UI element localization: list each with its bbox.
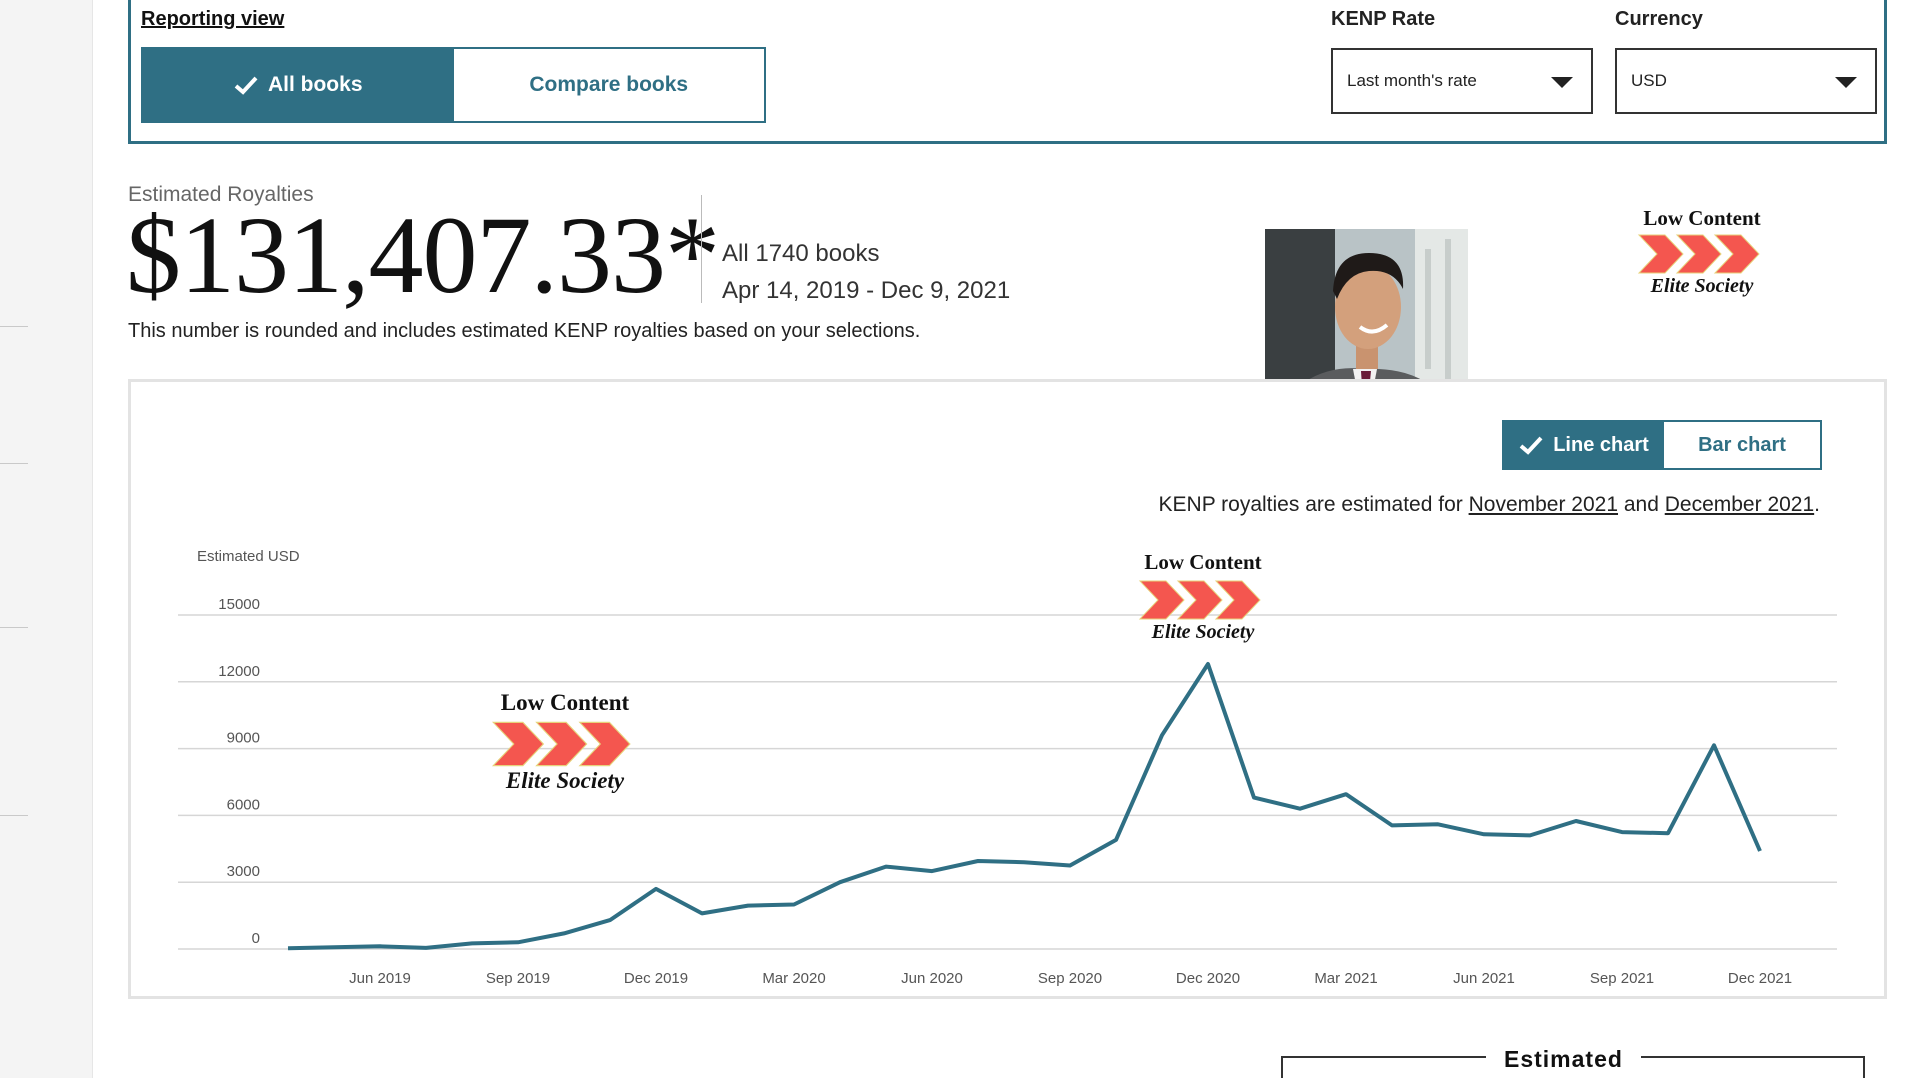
chevron-down-icon [1835, 77, 1857, 88]
november-2021-link[interactable]: November 2021 [1468, 493, 1619, 516]
all-books-label: All books [267, 73, 363, 96]
low-content-logo: Low Content Elite Society [1125, 550, 1281, 644]
logo-top-text: Low Content [1144, 550, 1262, 574]
check-icon [1519, 436, 1543, 455]
date-range: Apr 14, 2019 - Dec 9, 2021 [722, 277, 1011, 304]
logo-bottom-text: Elite Society [505, 768, 625, 793]
reporting-view-toggle: All books Compare books [141, 47, 766, 123]
compare-books-button[interactable]: Compare books [453, 49, 764, 121]
logo-top-text: Low Content [1643, 206, 1761, 230]
check-icon [234, 76, 258, 95]
books-count: All 1740 books [722, 240, 880, 267]
kenp-rate-select[interactable]: Last month's rate [1331, 48, 1593, 114]
low-content-logo: Low Content Elite Society [487, 690, 643, 794]
logo-top-text: Low Content [500, 690, 630, 715]
gutter-divider [0, 815, 28, 816]
logo-bottom-text: Elite Society [1650, 275, 1754, 297]
chart-panel [128, 379, 1887, 999]
reporting-view-label[interactable]: Reporting view [141, 8, 285, 30]
gutter-divider [0, 463, 28, 464]
summary-divider [701, 195, 702, 303]
kenp-note-mid: and [1618, 493, 1665, 516]
kenp-note-prefix: KENP royalties are estimated for [1158, 493, 1469, 516]
chevron-arrows-icon [1637, 234, 1760, 274]
kenp-estimate-note: KENP royalties are estimated for Novembe… [1159, 493, 1820, 517]
currency-select[interactable]: USD [1615, 48, 1877, 114]
currency-label: Currency [1615, 8, 1703, 30]
reporting-panel: Reporting view All books Compare books K… [128, 0, 1887, 144]
rounding-note: This number is rounded and includes esti… [128, 320, 921, 342]
estimated-royalties-label: Estimated Royalties [128, 183, 314, 206]
royalties-amount: $131,407.33* [126, 194, 720, 316]
currency-value: USD [1631, 71, 1667, 90]
line-chart-button[interactable]: Line chart [1504, 422, 1664, 468]
estimated-section-label: Estimated [1486, 1046, 1641, 1073]
chart-type-toggle: Line chart Bar chart [1502, 420, 1822, 470]
all-books-button[interactable]: All books [143, 49, 454, 121]
low-content-logo: Low Content Elite Society [1624, 206, 1780, 298]
bar-chart-button[interactable]: Bar chart [1664, 422, 1820, 468]
kenp-rate-label: KENP Rate [1331, 8, 1436, 30]
gutter-divider [0, 627, 28, 628]
kenp-note-suffix: . [1814, 493, 1820, 516]
left-gutter [0, 0, 93, 1078]
chevron-arrows-icon [1138, 580, 1261, 620]
logo-bottom-text: Elite Society [1151, 621, 1255, 643]
kenp-rate-value: Last month's rate [1347, 71, 1477, 90]
chevron-down-icon [1551, 77, 1573, 88]
compare-books-label: Compare books [529, 73, 689, 96]
december-2021-link[interactable]: December 2021 [1664, 493, 1815, 516]
chevron-arrows-icon [491, 721, 631, 767]
bar-chart-label: Bar chart [1698, 433, 1786, 456]
line-chart-label: Line chart [1553, 433, 1649, 456]
gutter-divider [0, 326, 28, 327]
